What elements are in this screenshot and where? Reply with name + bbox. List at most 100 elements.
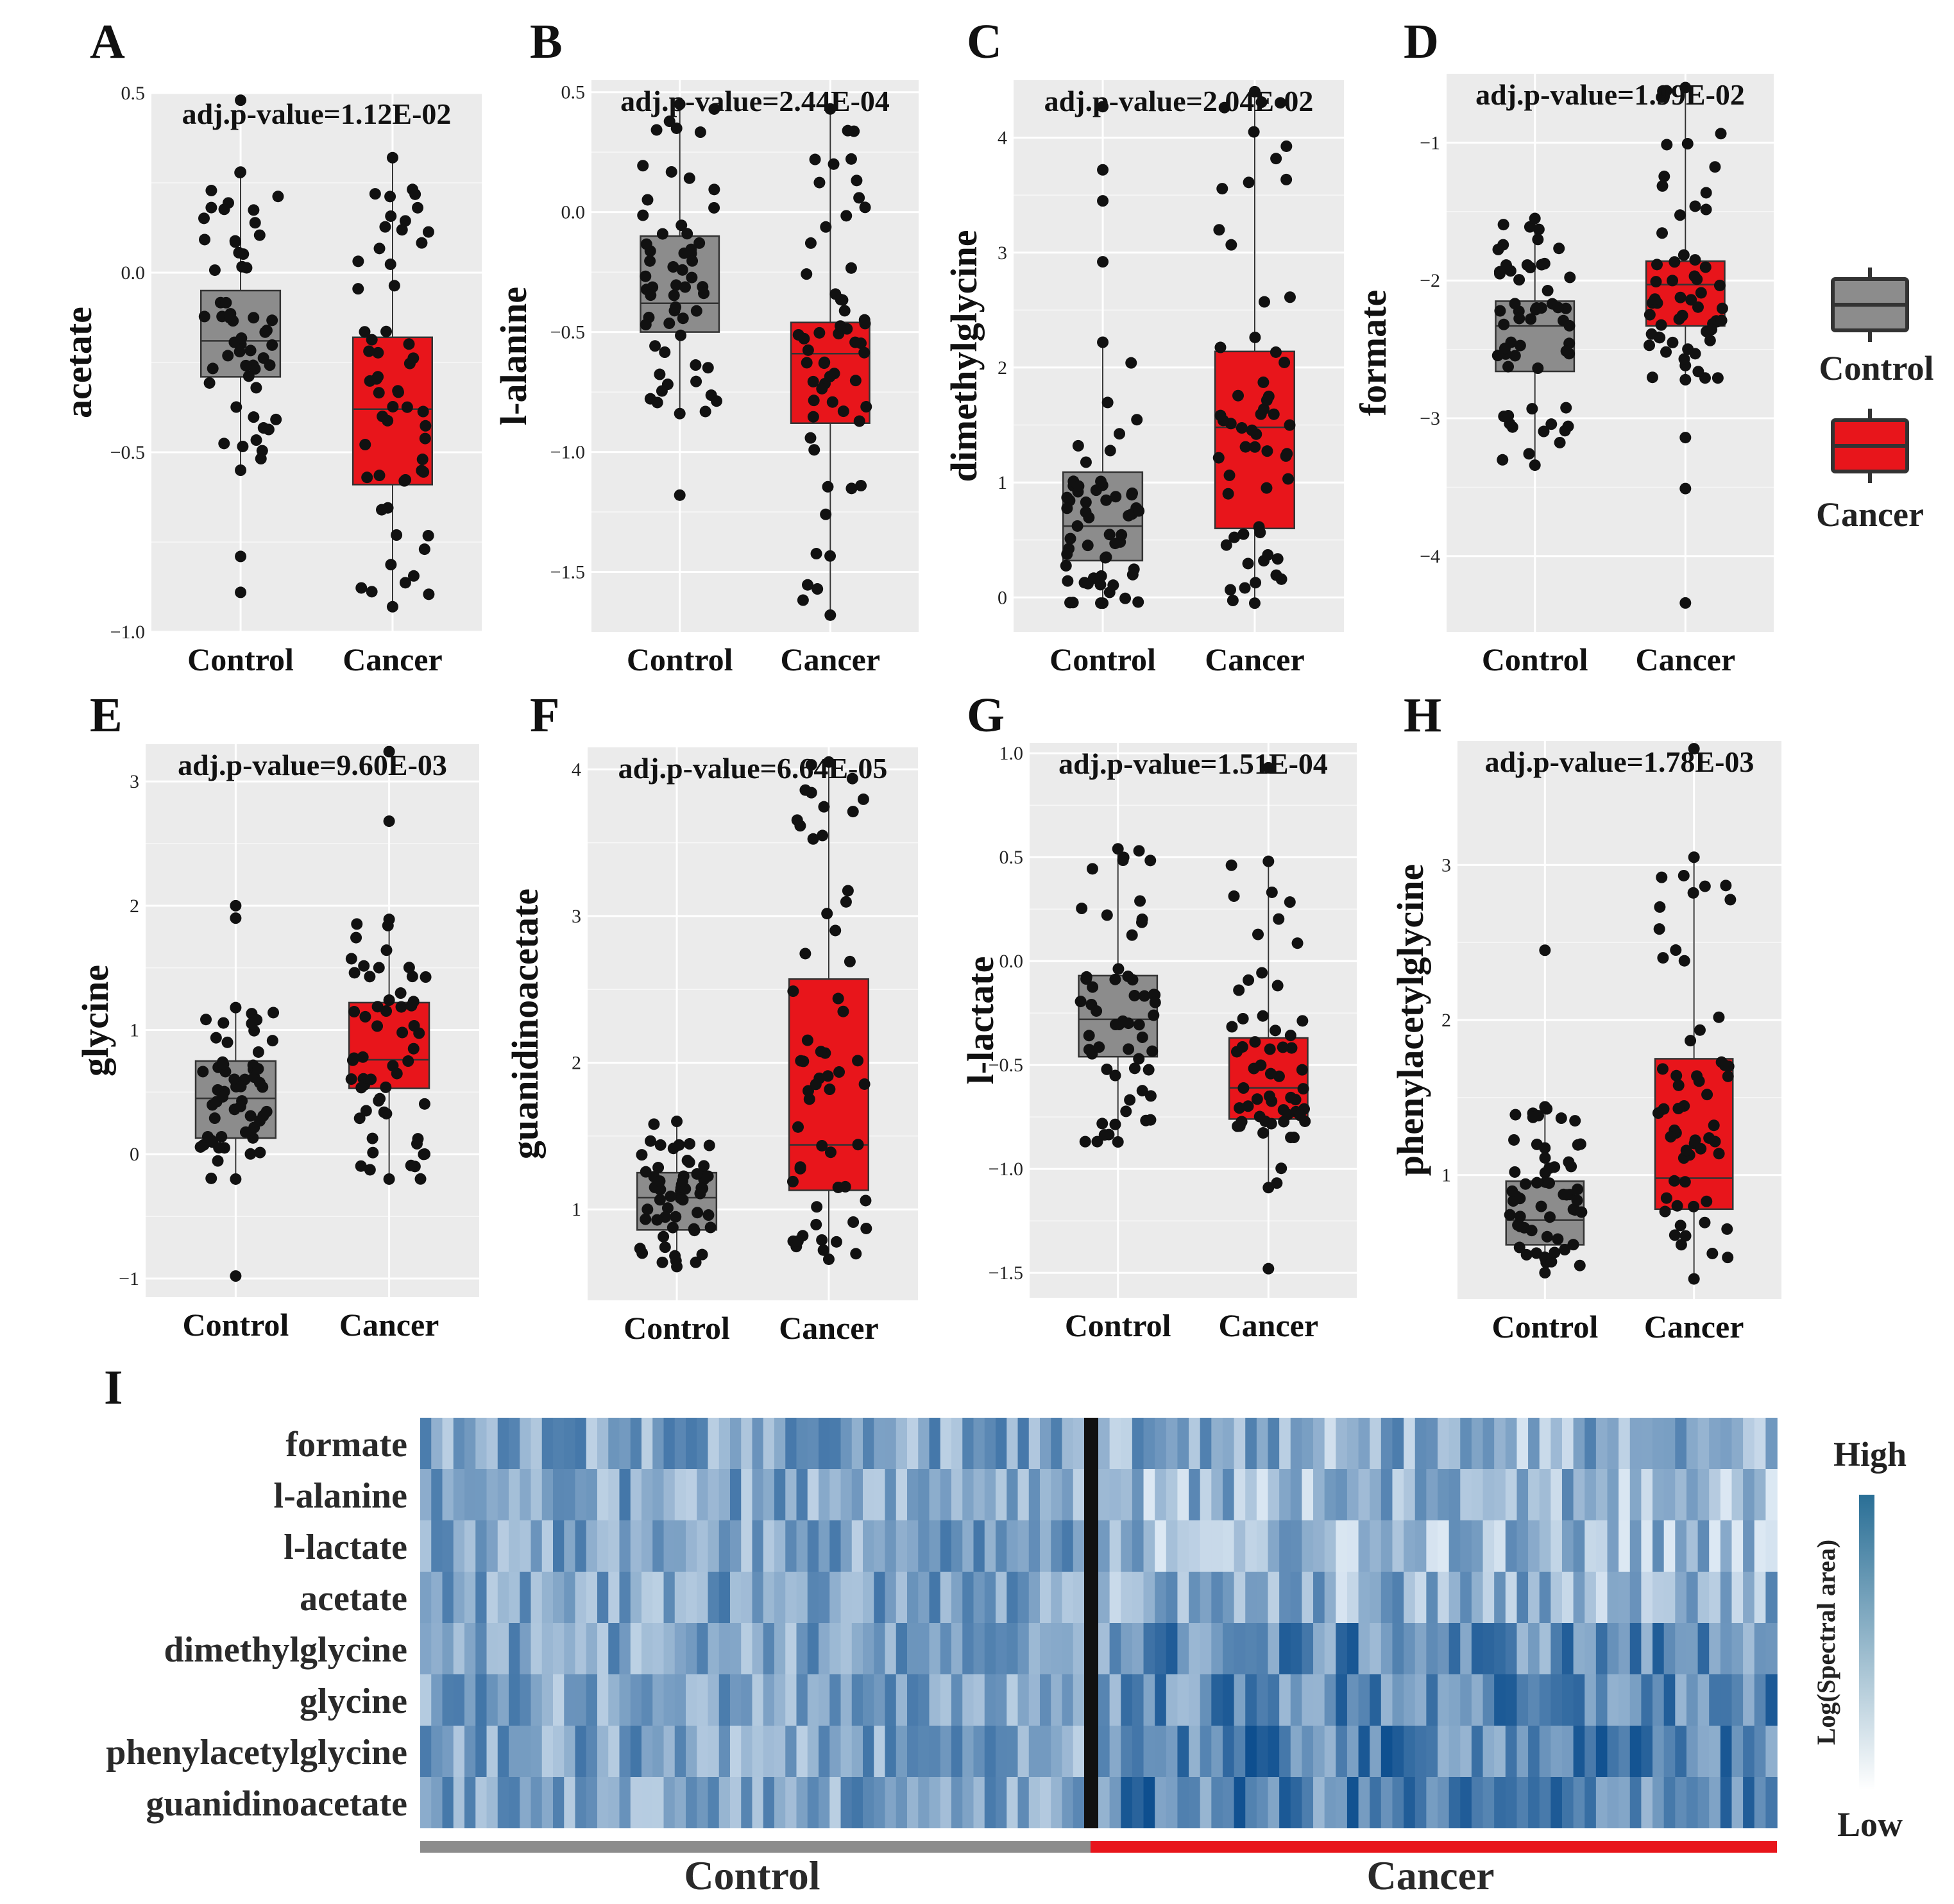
y-axis-label: l-lactate [960,956,1001,1085]
heatmap-cell [586,1418,598,1469]
data-point [708,103,720,115]
data-point [405,999,418,1012]
heatmap-cell [1200,1674,1212,1726]
scale-low-label: Low [1837,1805,1903,1844]
heatmap-cell [929,1572,941,1623]
data-point [255,453,267,465]
heatmap-cell [1007,1777,1019,1828]
data-point [1656,180,1669,192]
heatmap-cell [730,1572,742,1623]
data-point [407,352,420,364]
data-point [1117,854,1129,867]
heatmap-cell [774,1777,786,1828]
heatmap-cell [1675,1623,1687,1674]
data-point [819,356,831,368]
heatmap-cell [829,1418,842,1469]
heatmap-cell [1595,1777,1608,1828]
p-value-label: adj.p-value=6.64E-05 [618,752,888,785]
data-point [380,1108,393,1120]
heatmap-cell [1709,1674,1721,1726]
data-point [1715,314,1728,327]
data-point [1255,96,1268,108]
data-point [654,1194,666,1206]
y-tick-label: 0.5 [121,83,146,104]
data-point [1112,1136,1124,1148]
data-point [395,987,407,999]
data-point [230,401,242,413]
heatmap-cell [819,1726,831,1777]
heatmap-cell [718,1572,731,1623]
heatmap-cell [1709,1469,1721,1520]
data-point [1674,209,1686,221]
heatmap-cell [973,1520,985,1572]
heatmap-cell [863,1674,875,1726]
heatmap-cell [1528,1623,1540,1674]
heatmap-cell [1155,1469,1167,1520]
heatmap-cell [497,1418,509,1469]
heatmap-cell [1675,1572,1687,1623]
heatmap-cell [1709,1520,1721,1572]
heatmap-cell [1516,1469,1529,1520]
data-point [230,1173,242,1185]
data-point [1713,1011,1725,1023]
data-point [1131,414,1143,426]
heatmap-cell [619,1469,631,1520]
data-point [802,344,814,356]
heatmap-cell [453,1777,465,1828]
heatmap-cell [1098,1777,1110,1828]
data-point [677,1175,689,1187]
heatmap-cell [630,1777,642,1828]
heatmap-cell [686,1777,698,1828]
heatmap-cell [1595,1418,1608,1469]
heatmap-cell [442,1572,454,1623]
heatmap-cell [641,1572,654,1623]
data-point [1719,1059,1731,1071]
heatmap-cell [907,1418,919,1469]
heatmap-cell [1550,1572,1563,1623]
x-category-label: Control [1482,642,1588,677]
y-tick-label: −1.5 [550,562,585,583]
heatmap-cell [962,1726,974,1777]
data-point [1499,343,1511,355]
data-point [1076,903,1088,915]
data-point [355,582,368,594]
heatmap-cell [763,1469,775,1520]
heatmap-cell [774,1520,786,1572]
heatmap-cell [509,1674,521,1726]
heatmap-cell [984,1623,996,1674]
data-point [1552,302,1564,314]
heatmap-cell [442,1674,454,1726]
data-point [1072,439,1084,452]
heatmap-cell [763,1520,775,1572]
data-point [1724,894,1737,906]
heatmap-cell [475,1777,488,1828]
data-point [1257,376,1270,388]
data-point [252,1046,264,1058]
heatmap-cell [1595,1469,1608,1520]
data-point [1062,575,1074,587]
data-point [640,1166,652,1178]
heatmap-cell [851,1726,863,1777]
heatmap-cell [1211,1469,1223,1520]
heatmap-cell [464,1674,477,1726]
data-point [1242,557,1254,570]
data-point [213,1142,225,1154]
data-point [794,1161,806,1173]
heatmap-cell [697,1623,709,1674]
heatmap-cell [1279,1572,1291,1623]
heatmap-row-label: dimethylglycine [164,1630,407,1670]
heatmap-cell [453,1418,465,1469]
outlier-point [1262,761,1275,774]
heatmap-cell [1143,1469,1155,1520]
heatmap-cell [1449,1418,1461,1469]
data-point [810,1078,822,1091]
heatmap-cell [1073,1469,1085,1520]
data-point [1248,85,1261,98]
data-point [382,414,394,427]
data-point [835,293,847,305]
data-point [1688,851,1700,863]
data-point [1672,1102,1685,1114]
y-axis-label: guanidinoacetate [504,888,546,1159]
data-point [205,185,217,197]
data-point [801,1034,813,1046]
